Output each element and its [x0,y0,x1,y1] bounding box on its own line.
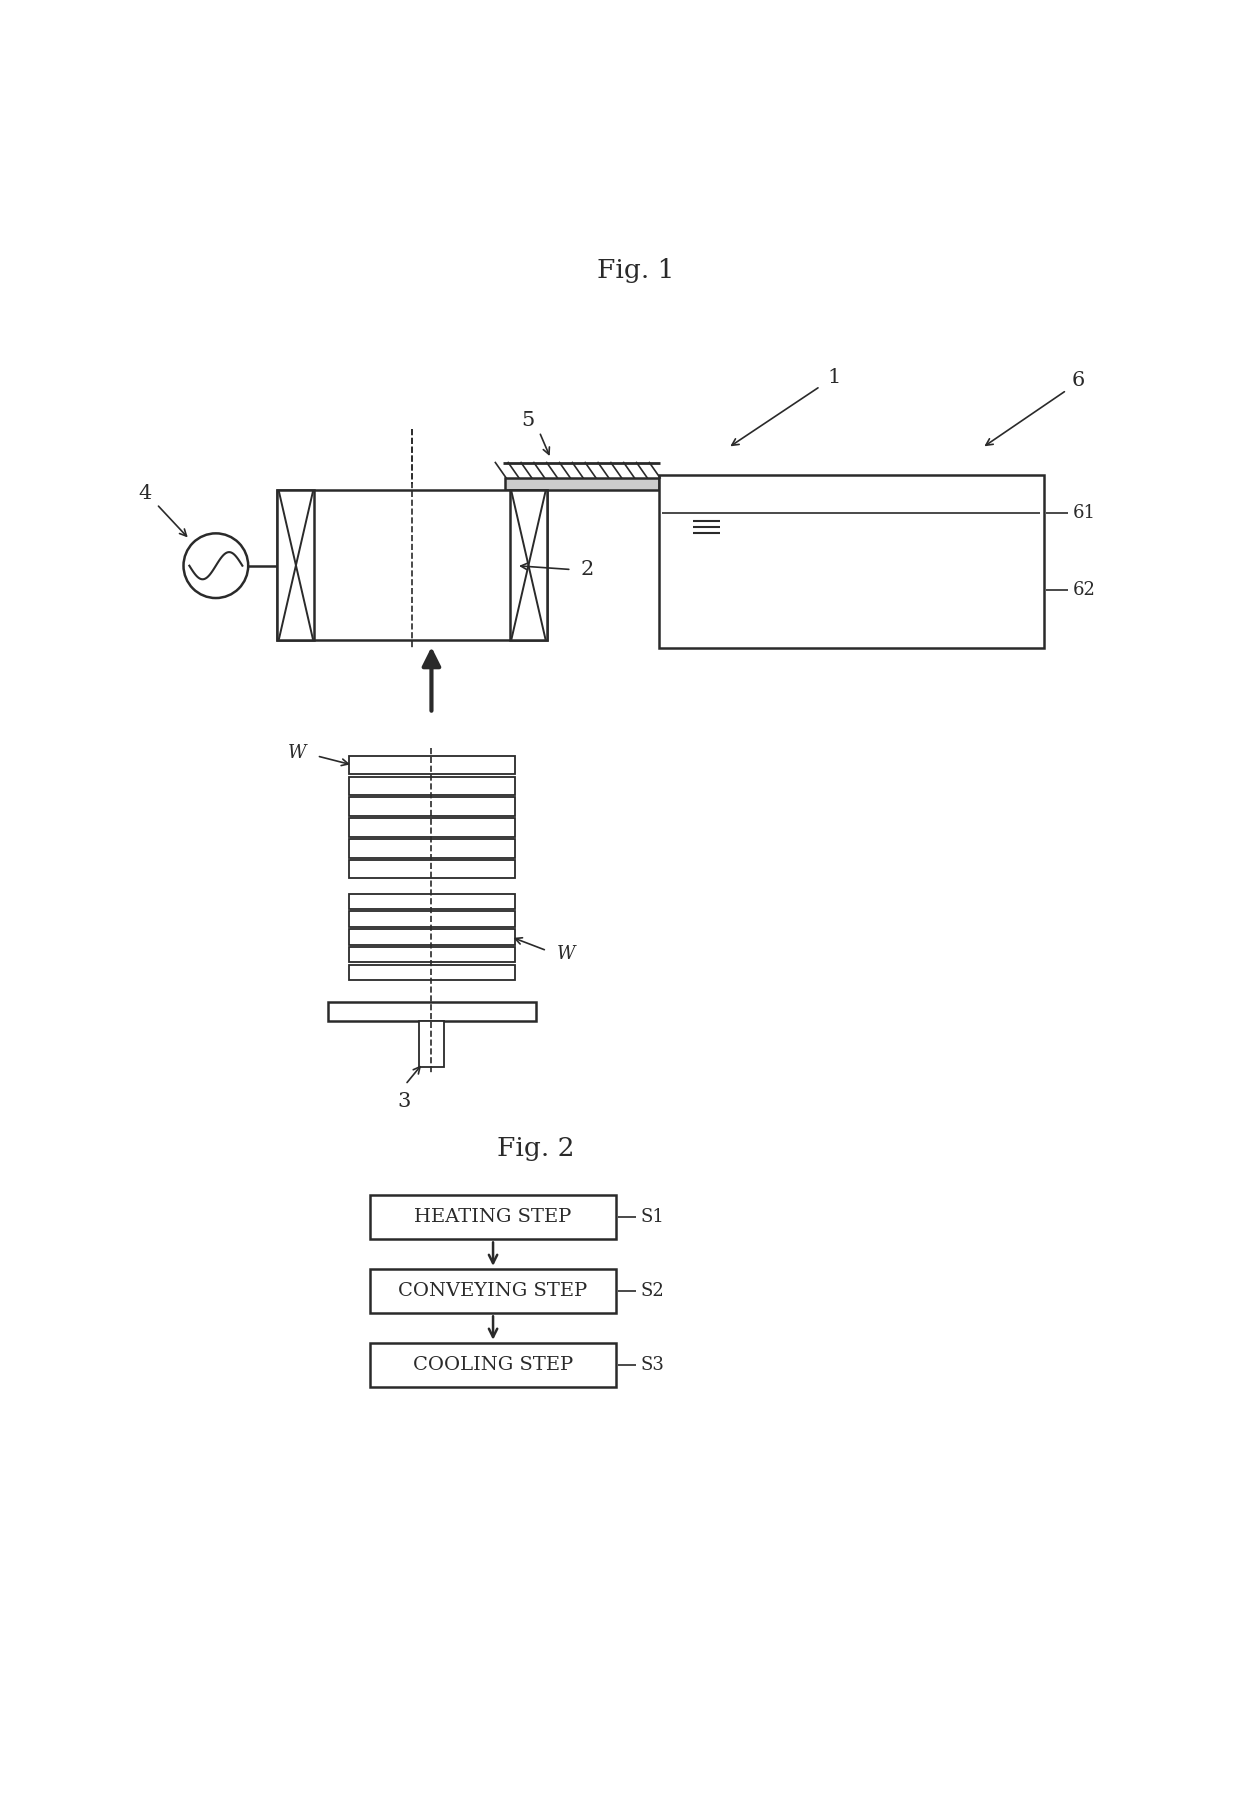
Text: Fig. 2: Fig. 2 [497,1136,574,1162]
Text: HEATING STEP: HEATING STEP [414,1208,572,1226]
Text: COOLING STEP: COOLING STEP [413,1356,573,1374]
Bar [350,947,515,962]
Bar [350,859,515,879]
Bar [327,1001,536,1021]
Bar [350,929,515,944]
Bar [350,798,515,816]
Bar [350,911,515,928]
Bar [350,965,515,980]
Bar [505,477,658,490]
Text: 62: 62 [1073,582,1096,600]
Text: 6: 6 [1071,371,1085,389]
Bar [350,776,515,796]
Bar [370,1342,616,1387]
Bar [350,893,515,910]
Bar [419,1021,444,1066]
Bar [278,490,547,641]
Bar [350,756,515,774]
Text: 3: 3 [397,1091,410,1111]
Bar [350,818,515,837]
Bar [350,839,515,857]
Text: S2: S2 [641,1282,665,1300]
Text: 1: 1 [827,367,841,387]
Bar [658,475,1044,648]
Bar [370,1194,616,1239]
Text: 2: 2 [580,560,594,580]
Bar [370,1268,616,1313]
Bar [278,490,315,641]
Text: W: W [557,946,575,964]
Text: CONVEYING STEP: CONVEYING STEP [398,1282,588,1300]
Text: S3: S3 [641,1356,665,1374]
Text: 5: 5 [521,411,534,430]
Text: Fig. 1: Fig. 1 [596,258,675,283]
Text: W: W [288,744,306,762]
Text: 4: 4 [139,484,151,502]
Text: S1: S1 [641,1208,665,1226]
Bar [510,490,547,641]
Text: 61: 61 [1073,504,1096,522]
